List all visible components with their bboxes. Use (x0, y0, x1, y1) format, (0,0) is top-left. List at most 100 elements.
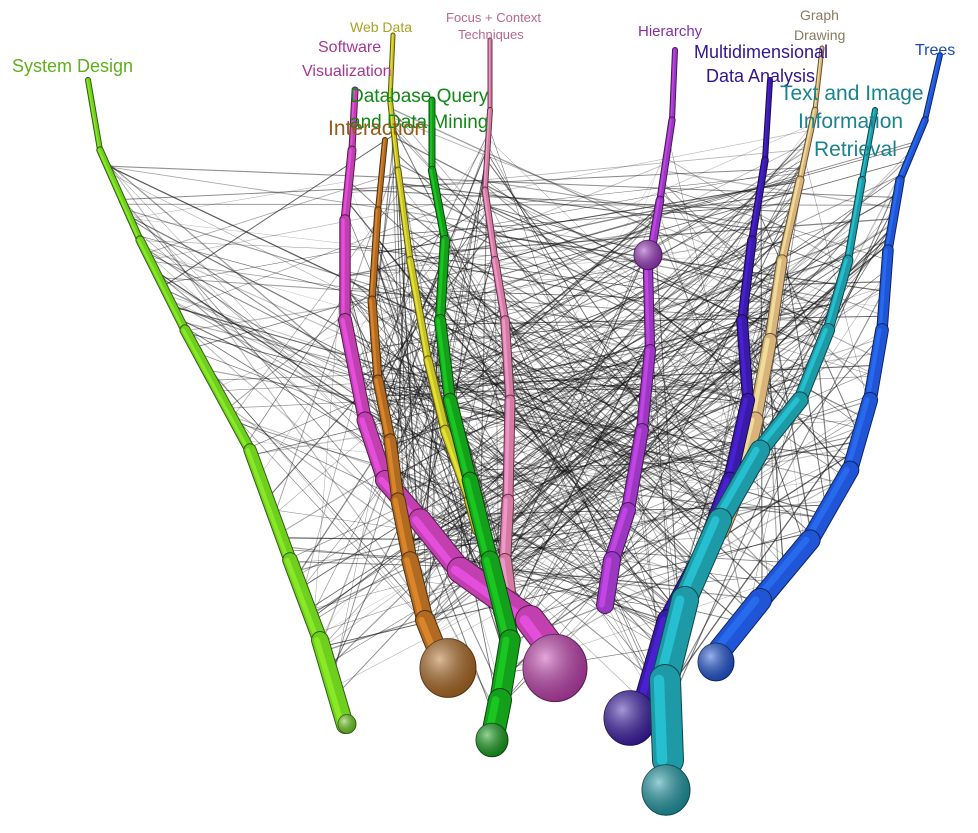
stream-segment (499, 494, 514, 566)
connection-edge (506, 350, 695, 571)
connection-edge (471, 399, 646, 487)
stream-end-node-shading (420, 638, 476, 698)
stream-segment (436, 238, 445, 322)
connection-edge (665, 287, 886, 700)
connection-edge (649, 283, 779, 354)
connection-edge (665, 160, 909, 714)
connection-edge (162, 134, 395, 287)
connection-edge (503, 315, 694, 573)
connection-edge (145, 251, 778, 430)
stream-segment (391, 493, 417, 567)
connection-edge (440, 411, 666, 692)
connection-edge (145, 251, 378, 372)
connection-edge (155, 272, 666, 690)
stream-segment (864, 324, 888, 406)
connection-edge (506, 369, 876, 529)
stream-segment (794, 324, 834, 406)
connection-edge (507, 573, 610, 583)
stream-segment (749, 157, 768, 243)
stream-segment (738, 236, 756, 324)
stream-segment (340, 317, 365, 423)
connection-edge (506, 499, 833, 538)
connection-edge (321, 438, 510, 648)
connection-edge (498, 235, 891, 709)
connection-edge (194, 141, 917, 348)
stream-segment (86, 78, 102, 152)
stream-segment (897, 117, 928, 183)
connection-edge (657, 209, 737, 452)
connection-edge (321, 531, 815, 648)
connection-edge (382, 147, 489, 408)
connection-edge (394, 142, 477, 582)
connection-edge (425, 349, 638, 460)
connection-edge (344, 178, 801, 278)
label-multidimensional-line2: Data Analysis (706, 66, 815, 86)
connection-edge (429, 165, 804, 367)
connection-edge (399, 184, 634, 479)
label-software-visualization-line2: Visualization (302, 63, 392, 80)
connection-edge (507, 214, 857, 585)
connection-edge (485, 180, 755, 226)
connection-edge (395, 149, 418, 517)
stream-segment (482, 187, 498, 263)
connection-edge (493, 253, 635, 474)
stream-segment (424, 356, 449, 434)
connection-edge (473, 225, 791, 581)
stream-end-node-shading (523, 634, 587, 702)
connection-edge (379, 267, 444, 391)
topic-streams (85, 32, 943, 816)
connection-edge (508, 414, 745, 473)
label-focus-context-line2: Techniques (458, 27, 524, 42)
label-graph-drawing-line1: Graph (800, 7, 839, 23)
connection-edge (485, 195, 687, 597)
connection-edge (373, 268, 417, 516)
connection-edge (508, 302, 836, 378)
connection-edge (273, 368, 447, 516)
stream-segment (885, 178, 900, 252)
stream-segment (388, 34, 393, 101)
connection-edge (290, 561, 458, 567)
connection-edge (375, 304, 442, 346)
connection-edge (649, 233, 853, 339)
connection-edge (197, 352, 452, 449)
stream-segment (357, 412, 393, 488)
connection-edge (245, 440, 738, 488)
connection-edge (422, 329, 667, 717)
stream-segment (428, 166, 449, 244)
connection-edge (289, 504, 407, 559)
stream-segment (341, 146, 356, 224)
stream-segment (350, 89, 355, 151)
connection-edge (442, 230, 510, 383)
stream-segment (673, 508, 732, 612)
connection-edge (348, 180, 721, 521)
connection-edge (437, 210, 659, 401)
stream-segment (411, 516, 460, 574)
connection-edge (487, 205, 821, 351)
connection-edge (182, 325, 478, 510)
connection-edge (142, 245, 509, 503)
connection-edge (440, 305, 621, 535)
stream-segment (860, 109, 875, 181)
stream-segment (244, 444, 296, 566)
stream-segment (483, 108, 492, 192)
stream-segment (483, 557, 510, 643)
connection-edge (448, 419, 865, 441)
connection-edge (447, 442, 451, 555)
label-trees: Trees (915, 42, 955, 59)
connection-edge (536, 462, 753, 630)
connection-edge (394, 136, 772, 335)
connection-edge (752, 300, 838, 428)
label-database-query-line1: Database Query (350, 86, 489, 107)
connection-edge (507, 504, 611, 571)
stream-segment (435, 235, 450, 325)
stream-segment (738, 318, 748, 402)
connection-edge (323, 479, 845, 652)
connection-edge (501, 216, 856, 609)
connection-edge (424, 341, 725, 495)
connection-edge (491, 512, 628, 568)
stream-segment (491, 256, 509, 324)
stream-segment (136, 236, 189, 334)
stream-segment (739, 238, 752, 322)
stream-end-node-shading (642, 764, 690, 816)
